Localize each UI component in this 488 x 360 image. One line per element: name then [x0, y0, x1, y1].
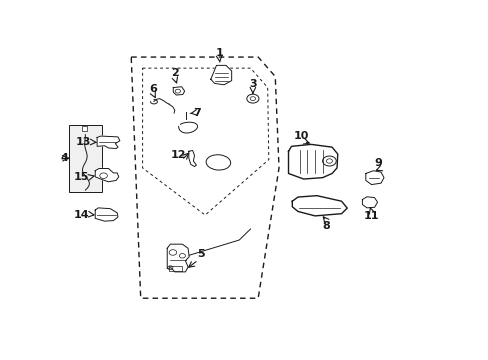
Text: 13: 13 [75, 137, 91, 147]
Polygon shape [97, 136, 120, 149]
Text: 11: 11 [363, 211, 378, 221]
Polygon shape [167, 244, 189, 272]
Text: 2: 2 [171, 68, 179, 78]
Bar [169, 266, 182, 271]
Polygon shape [95, 208, 118, 221]
Text: 4: 4 [61, 153, 69, 163]
Polygon shape [210, 66, 231, 85]
Polygon shape [173, 87, 184, 95]
Circle shape [246, 94, 259, 103]
Polygon shape [362, 197, 377, 208]
Text: 5: 5 [197, 249, 205, 260]
Text: 3: 3 [248, 79, 256, 89]
Polygon shape [188, 150, 196, 167]
Text: 9: 9 [374, 158, 382, 168]
Polygon shape [95, 168, 119, 182]
Text: 6: 6 [149, 84, 157, 94]
Text: 1: 1 [215, 49, 223, 58]
Polygon shape [288, 144, 337, 179]
Text: 7: 7 [193, 108, 201, 118]
Text: 15: 15 [73, 172, 89, 182]
Bar [82, 126, 86, 131]
FancyBboxPatch shape [69, 125, 102, 192]
Polygon shape [365, 171, 383, 185]
Text: 8: 8 [322, 221, 329, 231]
Text: 10: 10 [293, 131, 309, 141]
Text: 12: 12 [170, 150, 186, 159]
Text: 14: 14 [73, 210, 89, 220]
Polygon shape [292, 195, 346, 216]
